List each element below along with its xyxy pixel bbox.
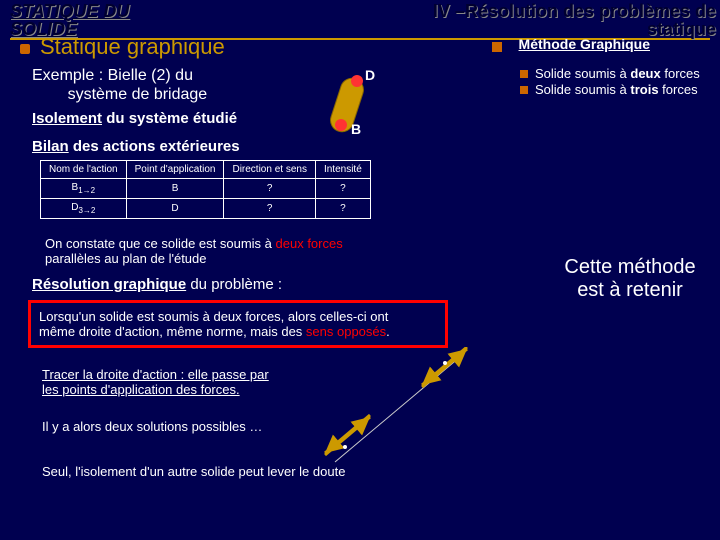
- side2-post: forces: [659, 82, 698, 97]
- side2-b: trois: [630, 82, 658, 97]
- header-left-title: STATIQUE DU SOLIDE: [10, 2, 160, 38]
- rule-line1: Lorsqu'un solide est soumis à deux force…: [39, 309, 388, 324]
- cell-dir-2: ?: [224, 199, 315, 219]
- rule-box: Lorsqu'un solide est soumis à deux force…: [28, 300, 448, 348]
- table-row: D3→2 D ? ?: [41, 199, 371, 219]
- side-item-trois-forces: Solide soumis à trois forces: [535, 82, 698, 97]
- cell-int-2: ?: [315, 199, 370, 219]
- side-bullet-2: [520, 86, 528, 94]
- cell-point-2: D: [126, 199, 224, 219]
- side1-pre: Solide soumis à: [535, 66, 630, 81]
- cell-name-1: B1→2: [41, 179, 127, 199]
- constat-pre: On constate que ce solide est soumis à: [45, 236, 276, 251]
- table-header-row: Nom de l'action Point d'application Dire…: [41, 161, 371, 179]
- name1-sub: 1→2: [78, 186, 95, 195]
- side-item-deux-forces: Solide soumis à deux forces: [535, 66, 700, 81]
- col-intensite: Intensité: [315, 161, 370, 179]
- name2-sub: 3→2: [78, 206, 95, 215]
- example-line2: système de bridage: [68, 86, 208, 103]
- section-bilan: Bilan des actions extérieures: [32, 138, 240, 155]
- header-right-title: IV –Résolution des problèmes de statique: [433, 2, 716, 38]
- step1-l2: les points d'application des forces.: [42, 382, 240, 397]
- right-note: Cette méthode est à retenir: [560, 256, 700, 302]
- section-isolement: Isolement du système étudié: [32, 110, 237, 127]
- cell-point-1: B: [126, 179, 224, 199]
- cell-int-1: ?: [315, 179, 370, 199]
- col-direction: Direction et sens: [224, 161, 315, 179]
- isolement-rest: du système étudié: [106, 110, 237, 127]
- side2-pre: Solide soumis à: [535, 82, 630, 97]
- bielle-diagram: D B: [305, 63, 395, 153]
- isolement-ul: Isolement: [32, 110, 102, 127]
- method-bullet: [492, 42, 502, 52]
- cell-name-2: D3→2: [41, 199, 127, 219]
- point-b-marker: [335, 119, 347, 131]
- constat-line2: parallèles au plan de l'étude: [45, 251, 207, 266]
- col-nom: Nom de l'action: [41, 161, 127, 179]
- section-resolution: Résolution graphique du problème :: [32, 276, 282, 293]
- step-1: Tracer la droite d'action : elle passe p…: [42, 368, 269, 398]
- side1-b: deux: [630, 66, 660, 81]
- example-text: Exemple : Bielle (2) du système de brida…: [32, 66, 207, 104]
- step1-l1: Tracer la droite d'action : elle passe p…: [42, 367, 269, 382]
- constat-text: On constate que ce solide est soumis à d…: [45, 236, 343, 266]
- bilan-ul: Bilan: [32, 138, 69, 155]
- step-2: Il y a alors deux solutions possibles …: [42, 420, 262, 435]
- point-b-label: B: [351, 121, 361, 137]
- constat-red: deux forces: [276, 236, 343, 251]
- rule-line2-red: sens opposés: [306, 324, 386, 339]
- bilan-rest: des actions extérieures: [73, 138, 240, 155]
- header-right-line1: IV –Résolution des problèmes de: [433, 1, 716, 21]
- table-row: B1→2 B ? ?: [41, 179, 371, 199]
- example-line1: Exemple : Bielle (2) du: [32, 67, 193, 84]
- header-right-line2: statique: [647, 19, 716, 39]
- resolution-rest: du problème :: [186, 276, 282, 293]
- method-label: Méthode Graphique: [519, 36, 650, 52]
- main-title-bullet: [20, 44, 30, 54]
- cell-dir-1: ?: [224, 179, 315, 199]
- side1-post: forces: [661, 66, 700, 81]
- actions-table: Nom de l'action Point d'application Dire…: [40, 160, 371, 219]
- col-point: Point d'application: [126, 161, 224, 179]
- arrows-diagram: [295, 347, 475, 477]
- point-d-label: D: [365, 67, 375, 83]
- rule-line2-pre: même droite d'action, même norme, mais d…: [39, 324, 306, 339]
- point-d-marker: [351, 75, 363, 87]
- main-title: Statique graphique: [40, 34, 225, 60]
- resolution-ul: Résolution graphique: [32, 276, 186, 293]
- side-bullet-1: [520, 70, 528, 78]
- rule-line2-post: .: [386, 324, 390, 339]
